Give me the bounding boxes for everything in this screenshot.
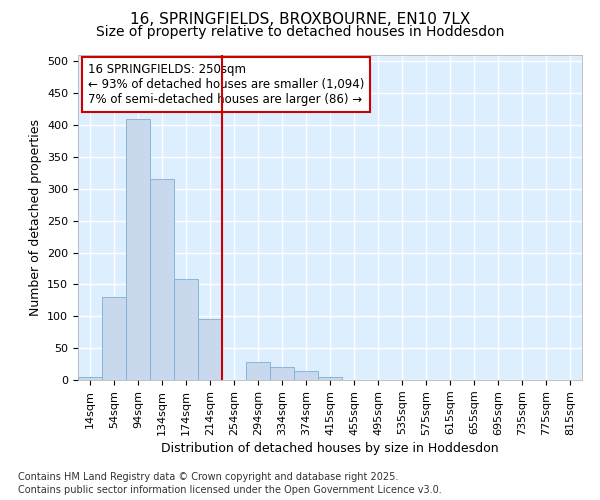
Text: Contains HM Land Registry data © Crown copyright and database right 2025.: Contains HM Land Registry data © Crown c… [18,472,398,482]
Bar [246,362,270,380]
Bar [270,368,294,380]
Bar [198,320,222,380]
Bar [78,377,102,380]
Bar [126,118,150,380]
Bar [318,377,342,380]
Bar [294,371,318,380]
Text: 16 SPRINGFIELDS: 250sqm
← 93% of detached houses are smaller (1,094)
7% of semi-: 16 SPRINGFIELDS: 250sqm ← 93% of detache… [88,63,364,106]
Text: 16, SPRINGFIELDS, BROXBOURNE, EN10 7LX: 16, SPRINGFIELDS, BROXBOURNE, EN10 7LX [130,12,470,28]
Y-axis label: Number of detached properties: Number of detached properties [29,119,41,316]
Text: Contains public sector information licensed under the Open Government Licence v3: Contains public sector information licen… [18,485,442,495]
Text: Size of property relative to detached houses in Hoddesdon: Size of property relative to detached ho… [96,25,504,39]
X-axis label: Distribution of detached houses by size in Hoddesdon: Distribution of detached houses by size … [161,442,499,455]
Bar [150,180,174,380]
Bar [174,280,198,380]
Bar [102,297,126,380]
